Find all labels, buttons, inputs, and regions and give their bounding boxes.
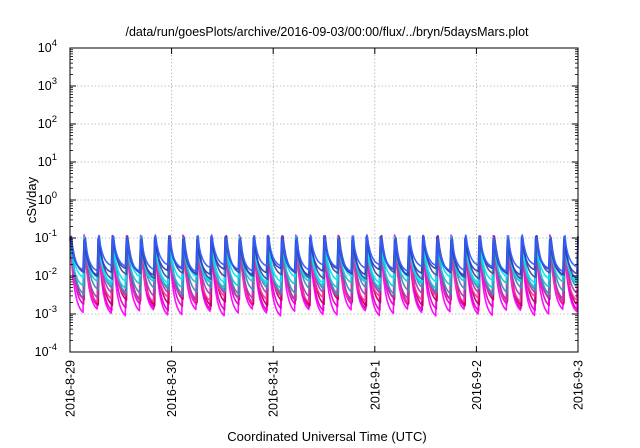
x-tick-label: 2016-9-1 — [368, 360, 382, 410]
chart-title: /data/run/goesPlots/archive/2016-09-03/0… — [125, 25, 529, 39]
y-tick-label: 102 — [38, 114, 57, 131]
y-tick-labels: 10-4 10-3 10-2 10-1 100 101 102 103 104 — [35, 38, 57, 359]
y-tick-label: 10-1 — [35, 228, 57, 245]
y-axis-label: cSv/day — [24, 176, 39, 223]
data-series-line — [70, 234, 577, 281]
y-tick-label: 103 — [38, 76, 57, 93]
y-tick-label: 104 — [38, 38, 57, 55]
plot-frame — [69, 47, 579, 353]
x-tick-labels: 2016-8-29 2016-8-30 2016-8-31 2016-9-1 2016-… — [64, 360, 586, 417]
x-tick-label: 2016-8-31 — [267, 360, 281, 417]
data-series-line — [69, 234, 578, 273]
x-axis-label: Coordinated Universal Time (UTC) — [227, 429, 426, 444]
series-group — [69, 234, 579, 317]
x-tick-label: 2016-9-2 — [470, 360, 484, 410]
x-tick-label: 2016-8-30 — [165, 360, 179, 417]
y-tick-label: 101 — [38, 152, 57, 169]
y-tick-label: 10-3 — [35, 304, 57, 321]
y-tick-label: 100 — [38, 190, 57, 207]
x-tick-label: 2016-9-3 — [572, 360, 586, 410]
y-tick-label: 10-4 — [35, 342, 57, 359]
x-tick-label: 2016-8-29 — [64, 360, 78, 417]
y-tick-label: 10-2 — [35, 266, 57, 283]
